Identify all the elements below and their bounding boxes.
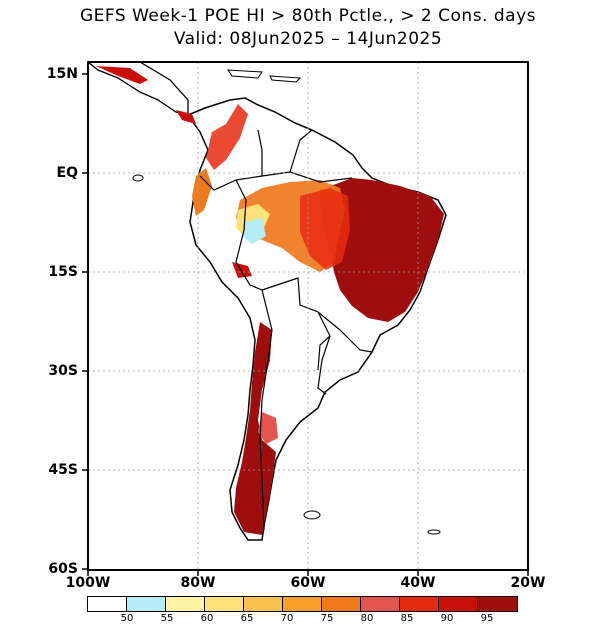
color-legend-label: 50 (120, 613, 134, 624)
color-legend-label: 75 (320, 613, 334, 624)
galapagos-islands (132, 174, 144, 182)
color-legend-label: 60 (200, 613, 214, 624)
heat-region-patagonia-light (258, 412, 278, 444)
caribbean-islands (227, 69, 302, 83)
lat-label-30s: 30S (48, 363, 78, 379)
lat-label-60s: 60S (48, 561, 78, 577)
heat-region-central-america (96, 66, 196, 124)
color-legend-label: 80 (360, 613, 374, 624)
lon-label-40w: 40W (400, 575, 436, 591)
color-legend-swatch (205, 597, 244, 611)
heat-region-ecuador-coast (192, 168, 212, 216)
heat-region-amazon-blue (242, 218, 266, 244)
heat-region-brazil-core (320, 178, 444, 322)
color-legend-label: 55 (160, 613, 174, 624)
color-legend-swatch (439, 597, 478, 611)
lat-label-15n: 15N (46, 66, 78, 82)
color-legend-swatch (88, 597, 127, 611)
map-valid-dates: Valid: 08Jun2025 – 14Jun2025 (173, 29, 443, 49)
lon-label-60w: 60W (290, 575, 326, 591)
map-title: GEFS Week-1 POE HI > 80th Pctle., > 2 Co… (80, 6, 536, 26)
lat-label-eq: EQ (56, 165, 78, 181)
color-legend-swatch (400, 597, 439, 611)
heat-region-peru-coast (232, 262, 252, 278)
falkland-islands (303, 510, 321, 520)
country-borders (199, 129, 373, 531)
color-legend-label: 85 (400, 613, 414, 624)
color-legend-swatch (478, 597, 517, 611)
south-georgia-island (427, 529, 441, 535)
color-legend-label: 65 (240, 613, 254, 624)
lat-lon-grid (88, 62, 528, 570)
heat-region-colombia (206, 104, 248, 170)
color-legend-label: 95 (480, 613, 494, 624)
axis-ticks (82, 73, 529, 576)
color-legend-swatch (127, 597, 166, 611)
lon-label-80w: 80W (180, 575, 216, 591)
color-legend-label: 70 (280, 613, 294, 624)
lat-label-45s: 45S (48, 462, 78, 478)
lat-label-15s: 15S (48, 264, 78, 280)
color-legend-label: 90 (440, 613, 454, 624)
color-legend-swatch (166, 597, 205, 611)
central-america-landmass (88, 62, 189, 116)
heat-region-amazon-red (300, 188, 350, 270)
lon-label-100w: 100W (65, 575, 111, 591)
color-legend-swatch (361, 597, 400, 611)
lon-label-20w: 20W (510, 575, 546, 591)
color-legend-swatch (322, 597, 361, 611)
color-legend-swatch (283, 597, 322, 611)
color-legend-swatch (244, 597, 283, 611)
color-legend-bar (87, 596, 518, 612)
